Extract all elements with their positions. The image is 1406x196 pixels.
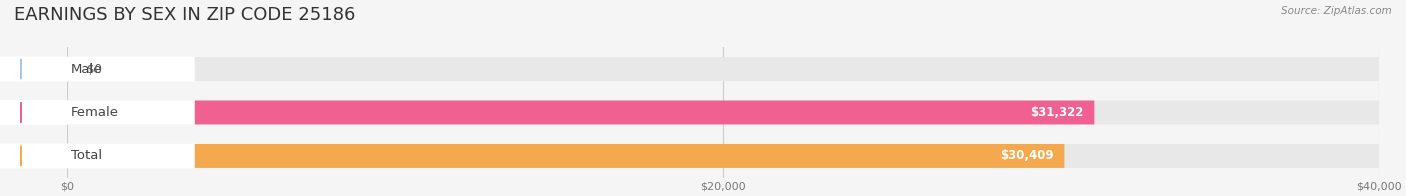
FancyBboxPatch shape <box>0 143 195 168</box>
Text: $0: $0 <box>87 63 101 75</box>
FancyBboxPatch shape <box>67 101 1379 124</box>
Text: Total: Total <box>70 149 101 162</box>
FancyBboxPatch shape <box>0 57 195 81</box>
Text: Female: Female <box>70 106 118 119</box>
FancyBboxPatch shape <box>67 57 1379 81</box>
FancyBboxPatch shape <box>67 144 1379 168</box>
Text: $31,322: $31,322 <box>1031 106 1084 119</box>
FancyBboxPatch shape <box>0 100 195 125</box>
Text: $30,409: $30,409 <box>1000 149 1054 162</box>
FancyBboxPatch shape <box>67 144 1064 168</box>
Text: EARNINGS BY SEX IN ZIP CODE 25186: EARNINGS BY SEX IN ZIP CODE 25186 <box>14 6 356 24</box>
Text: Male: Male <box>70 63 103 75</box>
FancyBboxPatch shape <box>67 101 1094 124</box>
Text: Source: ZipAtlas.com: Source: ZipAtlas.com <box>1281 6 1392 16</box>
